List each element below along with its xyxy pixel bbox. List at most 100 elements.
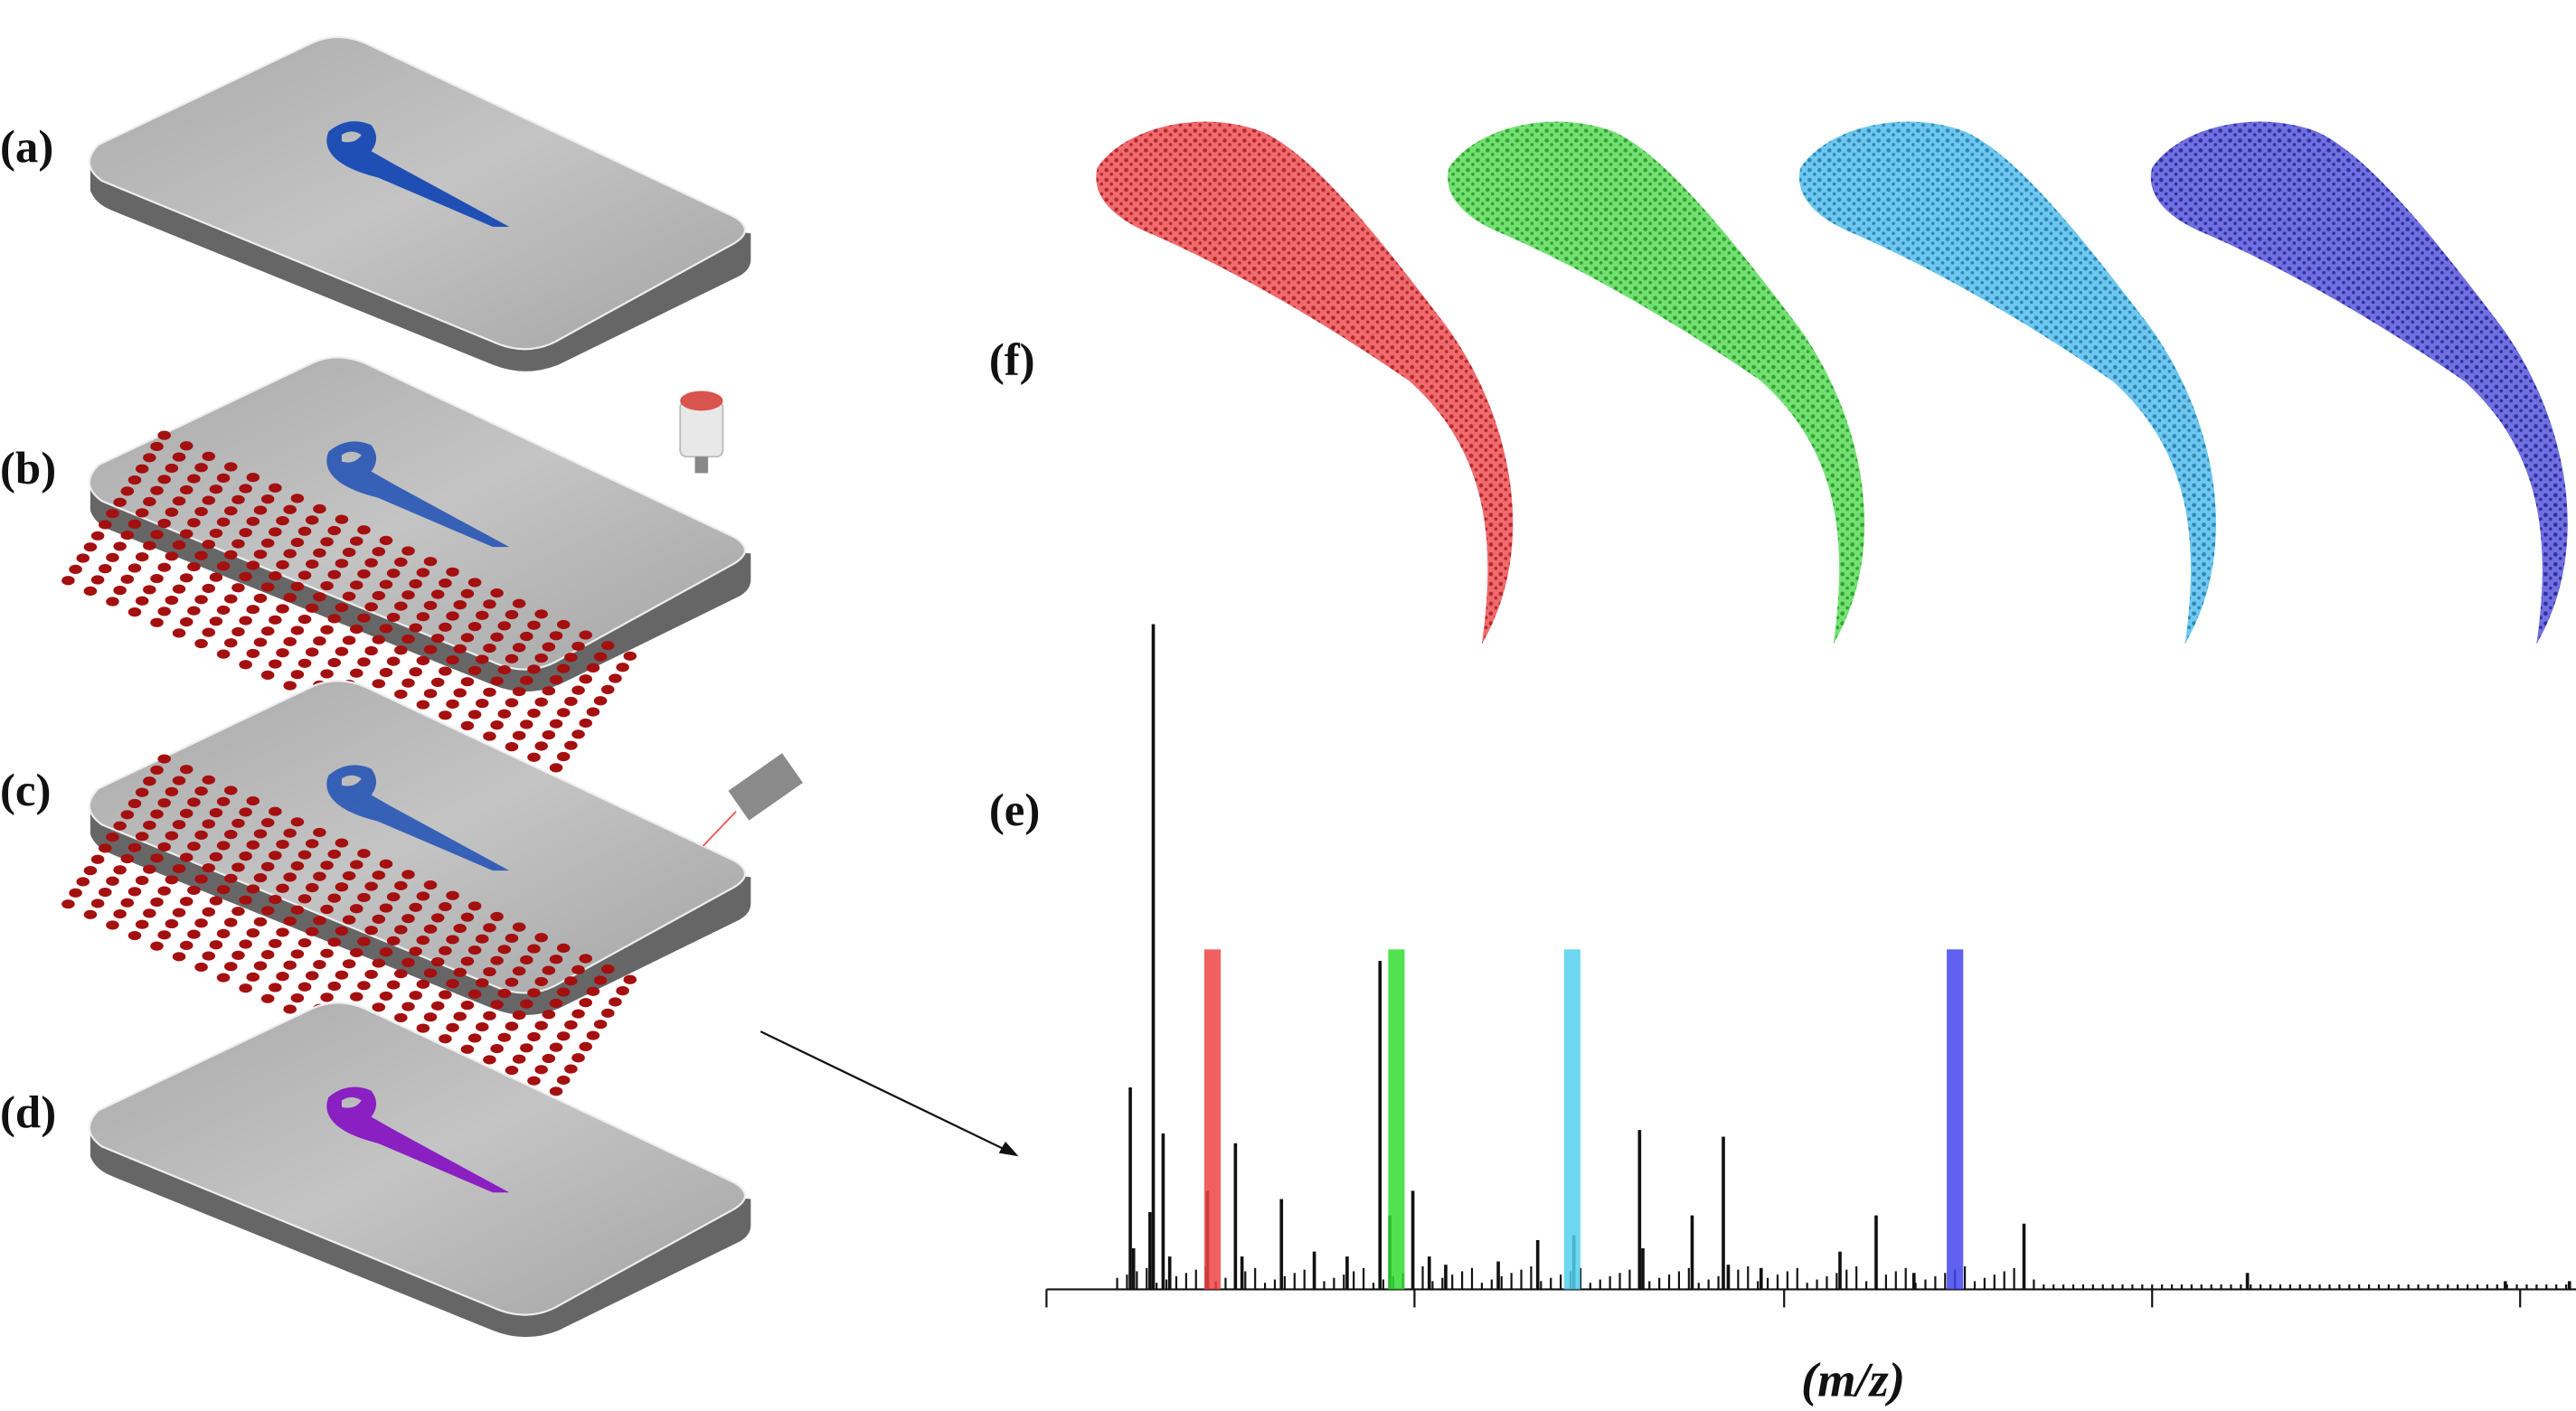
- matrix-spot: [127, 798, 142, 809]
- matrix-spot: [246, 648, 260, 658]
- matrix-spot: [253, 961, 268, 971]
- matrix-spot: [157, 475, 171, 484]
- matrix-spot: [283, 593, 297, 603]
- matrix-spot: [357, 613, 371, 623]
- matrix-spot: [269, 938, 282, 948]
- matrix-spot: [135, 832, 149, 842]
- matrix-spot: [246, 605, 260, 615]
- matrix-spot: [476, 654, 489, 664]
- matrix-spot: [283, 504, 297, 514]
- matrix-spot: [194, 962, 208, 973]
- matrix-spot: [320, 948, 334, 958]
- matrix-spot: [99, 888, 112, 898]
- matrix-spot: [313, 827, 326, 838]
- matrix-spot: [157, 930, 171, 940]
- matrix-spot: [305, 515, 319, 525]
- matrix-spot: [556, 943, 571, 953]
- matrix-spot: [571, 1053, 585, 1063]
- matrix-spot: [423, 557, 438, 567]
- matrix-spot: [253, 505, 268, 515]
- matrix-spot: [534, 697, 548, 707]
- matrix-spot: [165, 463, 179, 474]
- matrix-spot: [253, 917, 268, 927]
- matrix-spot: [409, 579, 422, 588]
- matrix-spot: [430, 957, 445, 967]
- matrix-spot: [150, 765, 164, 775]
- matrix-spot: [239, 484, 252, 494]
- matrix-spot: [202, 540, 216, 550]
- matrix-spot: [490, 676, 504, 686]
- matrix-spot: [253, 829, 268, 839]
- matrix-spot: [460, 912, 475, 922]
- matrix-spot: [313, 592, 326, 602]
- matrix-spot: [246, 972, 260, 982]
- matrix-spot: [194, 786, 208, 796]
- matrix-spot: [216, 561, 231, 571]
- matrix-spot: [372, 635, 386, 644]
- matrix-spot: [446, 567, 459, 577]
- matrix-spot: [246, 560, 260, 570]
- matrix-spot: [571, 685, 585, 695]
- matrix-spot: [150, 441, 164, 452]
- matrix-spot: [409, 667, 422, 677]
- matrix-spot: [527, 1031, 541, 1042]
- matrix-spot: [246, 884, 260, 894]
- matrix-spot: [120, 810, 135, 820]
- matrix-spot: [106, 597, 119, 607]
- matrix-spot: [490, 1043, 504, 1054]
- matrix-spot: [120, 574, 135, 584]
- matrix-spot: [135, 875, 149, 886]
- matrix-spot: [216, 928, 231, 938]
- matrix-spot: [253, 593, 268, 603]
- matrix-spot: [276, 883, 289, 893]
- matrix-spot: [401, 1002, 415, 1011]
- matrix-spot: [350, 860, 363, 870]
- matrix-spot: [297, 937, 312, 948]
- matrix-spot: [357, 981, 371, 991]
- matrix-spot: [106, 832, 119, 842]
- matrix-spot: [320, 861, 334, 870]
- matrix-spot: [564, 653, 578, 663]
- matrix-spot: [239, 983, 252, 993]
- matrix-spot: [416, 936, 430, 945]
- matrix-spot: [127, 930, 142, 941]
- matrix-spot: [601, 1008, 615, 1018]
- matrix-spot: [179, 441, 193, 451]
- matrix-spot: [157, 607, 171, 616]
- matrix-spot: [549, 631, 563, 641]
- matrix-spot: [460, 677, 475, 687]
- matrix-spot: [202, 451, 216, 461]
- plate-a: [88, 35, 752, 372]
- matrix-spot: [90, 575, 105, 585]
- matrix-spot: [556, 663, 571, 673]
- matrix-spot: [290, 537, 305, 548]
- matrix-spot: [439, 579, 452, 588]
- matrix-spot: [401, 957, 415, 967]
- matrix-spot: [423, 968, 438, 978]
- matrix-spot: [83, 542, 98, 552]
- matrix-spot: [460, 633, 475, 643]
- matrix-spot: [542, 686, 556, 696]
- matrix-spot: [446, 979, 459, 989]
- matrix-spot: [260, 817, 275, 828]
- matrix-spot: [386, 656, 401, 666]
- matrix-spot: [239, 939, 252, 949]
- matrix-spot: [127, 519, 142, 529]
- matrix-spot: [290, 494, 305, 503]
- laser-icon: [703, 753, 803, 847]
- matrix-spot: [157, 518, 171, 529]
- matrix-spot: [416, 979, 430, 989]
- selected-peak: [1388, 949, 1405, 1290]
- matrix-spot: [150, 941, 164, 951]
- matrix-spot: [120, 530, 135, 541]
- matrix-spot: [187, 885, 201, 895]
- matrix-spot: [157, 754, 171, 764]
- matrix-spot: [239, 807, 252, 817]
- matrix-spot: [505, 1065, 519, 1076]
- matrix-spot: [460, 956, 475, 966]
- matrix-spot: [379, 991, 393, 1002]
- matrix-spot: [209, 940, 223, 950]
- matrix-spot: [172, 908, 186, 917]
- matrix-spot: [439, 990, 452, 1000]
- matrix-spot: [335, 514, 349, 524]
